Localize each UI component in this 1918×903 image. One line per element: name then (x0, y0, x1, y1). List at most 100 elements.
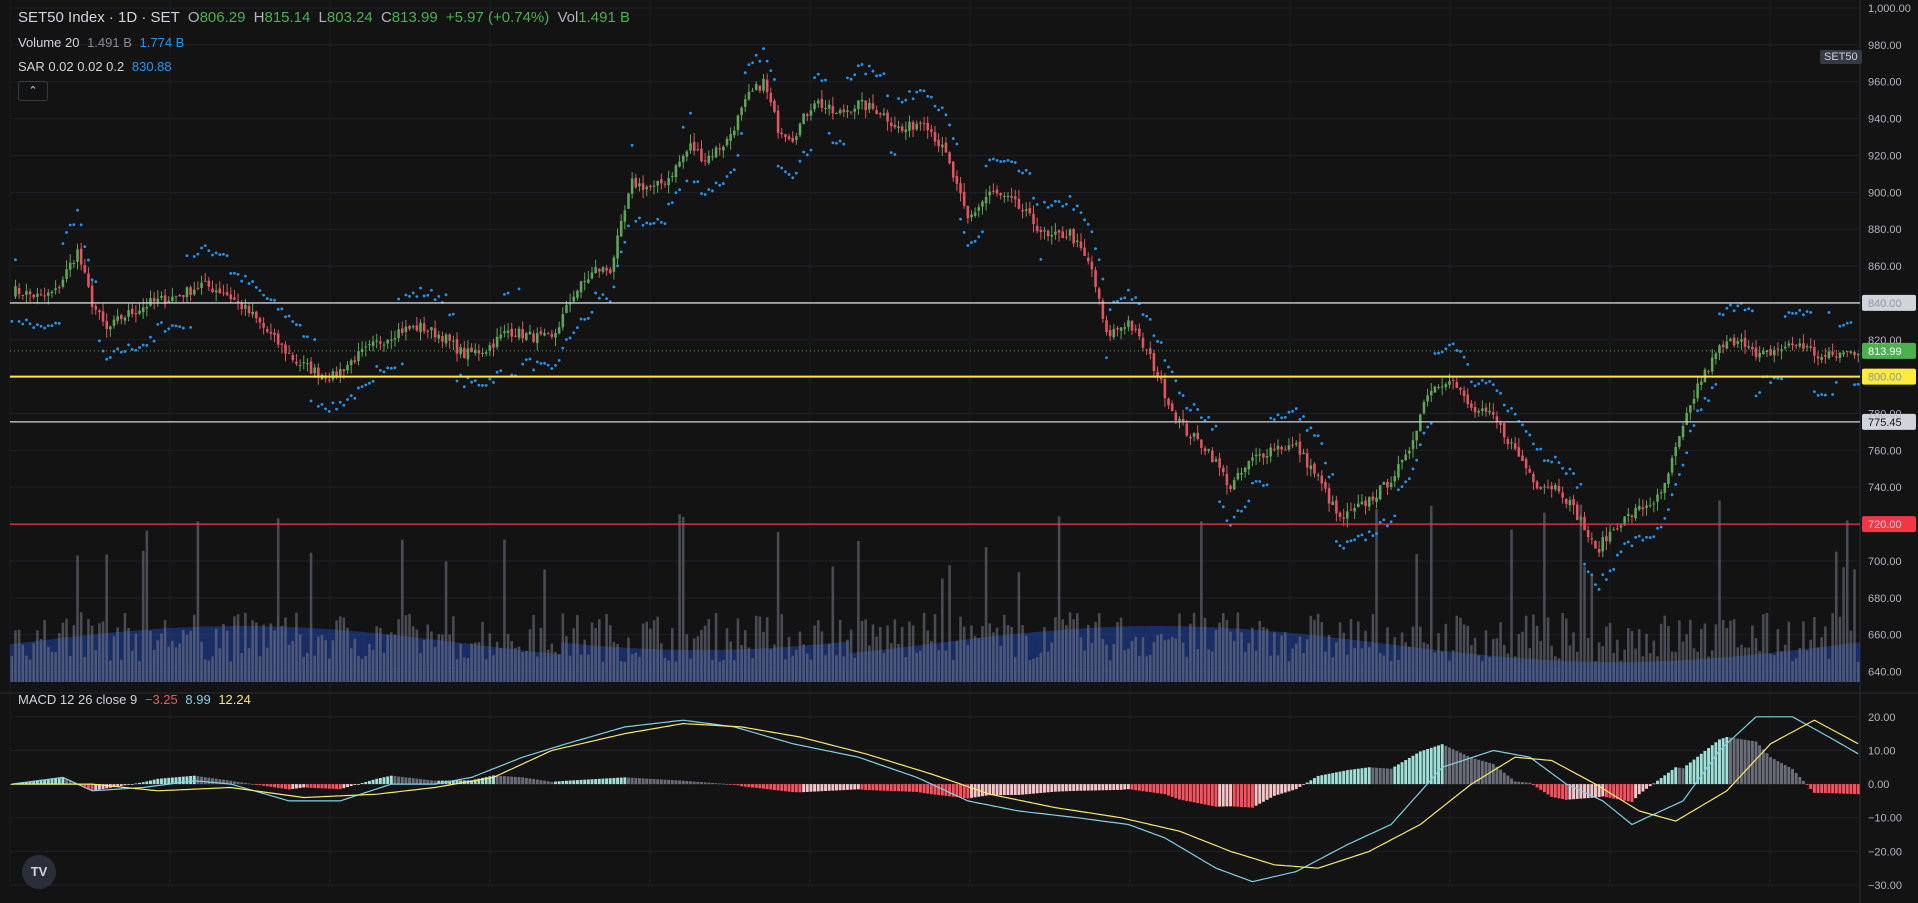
volume-bar (1787, 621, 1791, 682)
sar-dot (1710, 386, 1714, 390)
sar-dot (820, 79, 824, 83)
sar-indicator-name: SAR 0.02 0.02 0.2 (18, 59, 125, 74)
macd-histogram-bar (1043, 784, 1046, 793)
candle-body (247, 306, 251, 314)
candle-body (1309, 465, 1313, 470)
sar-dot (703, 193, 707, 196)
volume-bar (1254, 650, 1258, 682)
sar-dot (46, 324, 50, 328)
volume-bar (1269, 655, 1272, 682)
macd-line-value: 8.99 (185, 692, 211, 707)
sar-dot (1842, 323, 1845, 327)
macd-histogram-bar (959, 784, 963, 798)
sar-dot (955, 142, 959, 146)
candle-body (200, 282, 203, 288)
macd-histogram-bar (331, 784, 335, 789)
volume-bar (1575, 651, 1579, 682)
macd-histogram-bar (875, 784, 879, 791)
sar-legend[interactable]: SAR 0.02 0.02 0.2 830.88 (18, 59, 176, 75)
volume-bar (930, 641, 933, 682)
sar-dot (1152, 334, 1156, 338)
candle-body (174, 296, 178, 298)
sar-dot (1667, 508, 1670, 511)
macd-tick-label: −30.00 (1868, 880, 1902, 892)
candle-body (878, 113, 882, 115)
macd-pane (10, 716, 1860, 883)
candle-body (886, 112, 889, 122)
candle-body (1619, 525, 1623, 528)
sar-dot (1448, 343, 1451, 347)
sar-dot (1466, 362, 1470, 366)
candle-body (1284, 449, 1287, 451)
macd-histogram-bar (65, 779, 69, 785)
volume-bar (1805, 650, 1809, 682)
candle-body (868, 102, 871, 110)
macd-histogram-bar (805, 784, 809, 792)
sar-dot (1148, 317, 1152, 321)
macd-histogram-bar (1437, 745, 1441, 785)
sar-dot (1663, 516, 1667, 520)
macd-histogram-bar (1608, 784, 1612, 798)
macd-histogram-bar (835, 784, 838, 791)
macd-histogram-bar (692, 781, 696, 785)
candle-body (671, 176, 674, 178)
macd-histogram-bar (200, 776, 204, 785)
candle-body (50, 291, 54, 294)
candle-body (1751, 346, 1754, 350)
sar-dot (1659, 525, 1663, 529)
volume-bar (601, 661, 605, 682)
candle-body (346, 364, 349, 371)
symbol-title[interactable]: SET50 Index · 1D · SET (18, 9, 180, 26)
sar-dot (1386, 524, 1389, 528)
macd-legend[interactable]: MACD 12 26 close 9 −3.25 8.99 12.24 (18, 692, 255, 708)
candle-body (1302, 452, 1305, 455)
volume-bar (1076, 613, 1079, 682)
candle-body (1477, 411, 1480, 413)
candle-body (1433, 386, 1437, 393)
candle-body (1083, 247, 1086, 256)
tradingview-logo-icon[interactable]: TV (22, 855, 56, 889)
volume-bar (652, 620, 656, 682)
macd-histogram-bar (1630, 784, 1634, 803)
macd-histogram-bar (816, 784, 820, 792)
macd-histogram-bar (732, 784, 736, 785)
volume-bar (754, 615, 758, 682)
volume-bar (1429, 505, 1433, 682)
macd-histogram-bar (1495, 766, 1499, 785)
volume-bar (973, 635, 977, 682)
sar-dot (68, 223, 72, 227)
sar-dot (298, 323, 302, 327)
volume-bar (251, 620, 254, 682)
macd-histogram-bar (583, 779, 587, 785)
volume-bar (331, 640, 335, 682)
price-axis[interactable]: 1,000.00980.00960.00940.00920.00900.0088… (1868, 3, 1911, 892)
volume-bar (886, 625, 889, 682)
macd-histogram-bar (1294, 784, 1298, 790)
volume-bar (656, 616, 659, 682)
volume-legend[interactable]: Volume 20 1.491 B 1.774 B (18, 35, 188, 51)
volume-bar (28, 659, 32, 682)
candle-body (1637, 505, 1641, 510)
volume-bar (594, 628, 597, 682)
candle-body (419, 322, 422, 333)
sar-dot (1342, 546, 1346, 550)
sar-dot (83, 245, 87, 249)
sar-dot (1823, 393, 1827, 397)
volume-bar (21, 644, 25, 682)
chevron-up-icon[interactable]: ⌃ (18, 81, 48, 101)
volume-bar (1608, 622, 1612, 682)
sar-dot (1692, 424, 1696, 427)
sar-dot (207, 249, 211, 253)
sar-dot (305, 335, 309, 339)
sar-dot (1287, 410, 1291, 414)
volume-bar (1287, 661, 1291, 682)
volume-bar (948, 565, 951, 682)
candle-body (634, 178, 638, 188)
sar-dot (1207, 415, 1211, 419)
macd-histogram-bar (1389, 768, 1393, 785)
candle-body (1167, 398, 1170, 406)
volume-bar (1510, 529, 1513, 682)
macd-histogram-bar (364, 781, 368, 785)
